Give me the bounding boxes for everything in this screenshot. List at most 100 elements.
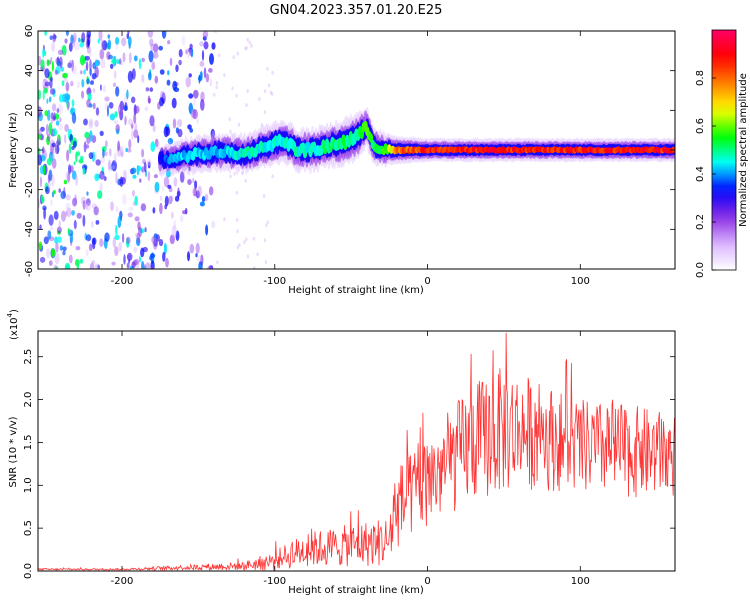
spectrogram-noise-mark — [76, 263, 79, 269]
figure-title: GN04.2023.357.01.20.E25 — [270, 3, 443, 18]
spectrogram-noise-mark — [71, 41, 76, 48]
colorbar: 0.0 0.2 0.4 0.6 0.8 Normalized spectral ampl… — [695, 29, 749, 278]
spectrogram-noise-mark — [89, 68, 92, 76]
spectrogram-noise-mark — [121, 151, 124, 158]
spectrogram-noise-mark — [91, 260, 96, 265]
spectrogram-noise-mark — [54, 70, 59, 75]
spectrogram-noise-mark — [127, 36, 132, 46]
spectrogram-noise-mark — [126, 236, 131, 245]
spectrogram-noise-mark — [166, 79, 171, 86]
spectrogram-noise-mark — [51, 112, 54, 120]
spectrogram-noise-mark — [202, 31, 209, 39]
spectrogram-noise-mark — [102, 148, 105, 159]
spectrogram-noise-mark — [179, 171, 185, 183]
spectrogram-noise-mark — [203, 41, 209, 50]
spectrogram-noise-mark — [140, 247, 145, 258]
spectrogram-noise-mark — [123, 254, 126, 265]
spectrogram-noise-mark — [48, 122, 53, 135]
spectrogram-faint-mark — [244, 46, 247, 51]
snr-y-label: SNR (10 * v/v) — [8, 416, 19, 487]
spectrogram-noise-mark — [122, 233, 125, 244]
spectrogram-noise-mark — [56, 139, 61, 146]
spectrogram-noise-mark — [47, 181, 51, 190]
spectrogram-noise-mark — [143, 161, 147, 173]
spectrogram-noise-mark — [79, 42, 85, 48]
spectrogram-noise-mark — [190, 108, 194, 121]
spectrogram-noise-mark — [88, 134, 92, 140]
spectrogram-noise-mark — [56, 226, 62, 234]
spectrogram-noise-mark — [66, 149, 70, 162]
spectrogram-noise-mark — [53, 112, 56, 121]
spectrogram-noise-mark — [82, 200, 86, 210]
spectrogram-noise-mark — [63, 179, 67, 185]
spectrogram-noise-mark — [58, 220, 61, 228]
spectrogram-noise-mark — [38, 133, 42, 140]
snr-series-line — [38, 332, 675, 571]
spectrogram-noise-mark — [137, 135, 140, 144]
spectrogram-noise-mark — [42, 78, 47, 90]
spectrogram-noise-mark — [58, 94, 64, 103]
spectrogram-noise-mark — [42, 48, 45, 59]
spectrogram-noise-mark — [67, 62, 72, 69]
spectrogram-noise-mark — [149, 115, 155, 127]
snr-scale-note: (x104) — [6, 309, 20, 340]
spectrogram-noise-mark — [165, 257, 169, 268]
spectrogram-noise-mark — [43, 236, 49, 245]
spectrogram-noise-mark — [158, 239, 164, 247]
spectrogram-y-tick-label: 60 — [24, 25, 35, 38]
spectrogram-noise-mark — [178, 49, 183, 58]
spectrogram-noise-mark — [76, 81, 81, 89]
spectrogram-noise-mark — [144, 106, 148, 112]
spectrogram-noise-mark — [164, 204, 168, 210]
spectrogram-noise-mark — [85, 144, 90, 149]
spectrogram-noise-mark — [88, 152, 94, 160]
spectrogram-noise-mark — [133, 246, 138, 253]
spectrogram-noise-mark — [60, 66, 65, 72]
spectrogram-noise-mark — [52, 33, 57, 43]
spectrogram-noise-mark — [147, 161, 151, 169]
spectrogram-noise-mark — [147, 171, 151, 182]
spectrogram-noise-mark — [176, 190, 181, 197]
spectrogram-noise-mark — [50, 57, 53, 62]
spectrogram-noise-mark — [127, 148, 132, 153]
spectrogram-noise-mark — [67, 228, 71, 235]
spectrogram-noise-mark — [80, 70, 83, 75]
spectrogram-noise-mark — [88, 120, 93, 130]
spectrogram-noise-mark — [50, 199, 53, 207]
spectrogram-noise-mark — [188, 48, 193, 56]
snr-y-tick-label: 1.5 — [23, 434, 34, 450]
spectrogram-x-tick-label: 100 — [571, 276, 590, 287]
spectrogram-noise-mark — [133, 113, 137, 125]
spectrogram-noise-mark — [65, 171, 71, 182]
spectrogram-noise-mark — [102, 85, 106, 93]
spectrogram-faint-mark — [256, 252, 259, 257]
spectrogram-faint-mark — [223, 73, 226, 78]
spectrogram-y-ticks: -60 -40 -20 0 20 40 60 — [24, 25, 675, 277]
spectrogram-noise-mark — [58, 188, 61, 193]
spectrogram-noise-mark — [150, 141, 156, 152]
spectrogram-noise-mark — [44, 110, 49, 117]
spectrogram-noise-mark — [193, 89, 199, 99]
spectrogram-noise-mark — [113, 152, 117, 163]
spectrogram-noise-mark — [208, 68, 213, 73]
colorbar-gradient — [711, 29, 737, 271]
spectrogram-noise-mark — [72, 197, 78, 207]
spectrogram-noise-mark — [65, 194, 71, 201]
spectrogram-noise-mark — [42, 146, 45, 154]
spectrogram-noise-mark — [115, 206, 119, 213]
spectrogram-noise-mark — [65, 202, 71, 211]
spectrogram-noise-mark — [62, 246, 67, 252]
spectrogram-noise-mark — [168, 195, 173, 205]
spectrogram-noise-mark — [156, 140, 160, 150]
spectrogram-noise-mark — [146, 159, 152, 166]
spectrogram-faint-mark — [216, 260, 219, 265]
snr-scale-close: ) — [9, 309, 20, 313]
spectrogram-noise-mark — [89, 262, 95, 269]
spectrogram-noise-mark — [210, 128, 215, 140]
spectrogram-noise-mark — [44, 68, 50, 79]
spectrogram-faint-mark — [232, 55, 235, 60]
spectrogram-noise-mark — [50, 113, 54, 125]
spectrogram-faint-mark — [265, 223, 268, 228]
spectrogram-faint-mark — [258, 97, 261, 101]
spectrogram-noise-mark — [177, 128, 183, 138]
